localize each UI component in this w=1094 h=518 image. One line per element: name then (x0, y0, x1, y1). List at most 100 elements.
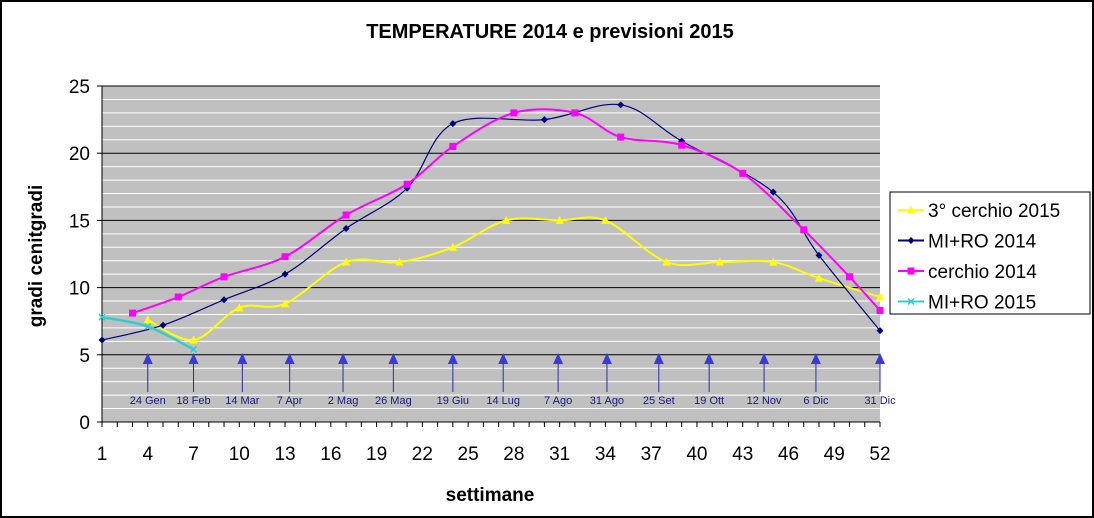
data-point (342, 257, 351, 266)
data-point (769, 188, 777, 196)
y-tick-label: 20 (69, 144, 90, 165)
series-2 (129, 108, 884, 317)
annotation-label: 31 Ago (590, 395, 624, 407)
data-point (876, 327, 884, 335)
x-tick-label: 22 (412, 444, 433, 465)
x-mark (189, 345, 198, 353)
data-point (800, 226, 808, 234)
x-mark (144, 323, 152, 331)
annotation-label: 14 Lug (486, 395, 520, 407)
axes (97, 85, 881, 427)
data-point (907, 205, 915, 214)
y-tick-label: 25 (69, 77, 90, 98)
data-point (510, 109, 518, 117)
arrow-up-icon (653, 353, 664, 364)
data-point (555, 215, 564, 224)
data-point (98, 336, 106, 344)
data-point (174, 293, 182, 301)
data-point (403, 180, 411, 188)
tick-labels: 0 5 10 15 20 25 1 4 7 10 13 16 19 22 25 28 31 34 37 40 43 46 4… (69, 77, 891, 465)
legend-entry: MI+RO 2014 (898, 232, 1037, 253)
x-tick-label: 34 (595, 444, 617, 465)
data-point (617, 133, 625, 141)
arrow-up-icon (810, 353, 821, 364)
data-point (342, 211, 350, 219)
x-tick-label: 37 (641, 444, 662, 465)
x-tick-label: 1 (97, 444, 108, 465)
data-point (907, 297, 915, 306)
annotation-label: 7 Apr (277, 395, 303, 407)
x-tick-label: 13 (274, 444, 295, 465)
x-tick-label: 40 (686, 444, 707, 465)
y-tick-label: 0 (79, 413, 90, 434)
arrow-up-icon (498, 353, 509, 364)
arrow-up-icon (759, 353, 770, 364)
arrow-up-icon (142, 353, 153, 364)
x-mark (907, 297, 915, 306)
annotation-label: 19 Ott (694, 395, 724, 407)
x-tick-label: 7 (188, 444, 199, 465)
annotation-label: 6 Dic (803, 395, 829, 407)
legend-label: MI+RO 2015 (928, 293, 1036, 314)
legend-entry: MI+RO 2015 (898, 293, 1036, 314)
data-point (815, 251, 823, 259)
chart-title: TEMPERATURE 2014 e previsioni 2015 (366, 21, 734, 43)
legend-label: MI+RO 2014 (928, 232, 1037, 253)
data-point (189, 335, 198, 344)
data-point (876, 292, 884, 301)
data-point (739, 169, 747, 177)
x-tick-label: 10 (229, 444, 250, 465)
legend-entry: cerchio 2014 (898, 262, 1037, 283)
series-0 (143, 215, 884, 344)
x-tick-label: 25 (458, 444, 479, 465)
date-annotations: 24 Gen 18 Feb 14 Mar 7 Apr 2 Mag 26 Mag 19 Giu… (130, 353, 896, 407)
data-point (601, 215, 610, 224)
data-point (876, 306, 884, 314)
y-tick-label: 15 (69, 211, 90, 232)
annotation-label: 18 Feb (176, 395, 210, 407)
y-axis-label: gradi cenitgradi (26, 185, 47, 328)
data-point (449, 142, 457, 150)
data-point (342, 224, 350, 232)
x-tick-label: 19 (366, 444, 387, 465)
data-point (220, 296, 228, 304)
data-point (678, 141, 686, 149)
arrow-up-icon (447, 353, 458, 364)
x-tick-label: 52 (869, 444, 890, 465)
data-point (281, 299, 290, 308)
arrow-up-icon (704, 353, 715, 364)
x-tick-label: 28 (503, 444, 524, 465)
legend-label: cerchio 2014 (928, 262, 1037, 283)
arrow-up-icon (553, 353, 564, 364)
data-point (129, 309, 137, 317)
arrow-up-icon (601, 353, 612, 364)
data-point (617, 101, 625, 109)
annotation-label: 25 Set (643, 395, 675, 407)
data-point (715, 257, 724, 266)
arrow-up-icon (338, 353, 349, 364)
data-point (769, 257, 778, 266)
data-point (571, 109, 579, 117)
x-axis-label: settimane (446, 485, 535, 506)
data-point (235, 303, 244, 312)
annotation-label: 31 Dic (864, 395, 896, 407)
arrow-up-icon (237, 353, 248, 364)
legend-entry: 3° cerchio 2015 (898, 201, 1060, 222)
arrow-up-icon (188, 353, 199, 364)
data-point (98, 313, 106, 321)
x-tick-label: 4 (142, 444, 153, 465)
x-tick-label: 49 (824, 444, 845, 465)
legend: 3° cerchio 2015 MI+RO 2014 cerchio 2014 MI+… (889, 191, 1091, 315)
annotation-label: 2 Mag (328, 395, 359, 407)
annotation-label: 19 Giu (437, 395, 469, 407)
data-point (907, 267, 915, 275)
legend-box (889, 191, 1091, 315)
annotation-label: 14 Mar (225, 395, 260, 407)
data-point (281, 253, 289, 261)
data-point (845, 273, 853, 281)
data-point (189, 345, 198, 353)
annotation-label: 7 Ago (544, 395, 572, 407)
x-mark (98, 313, 106, 321)
